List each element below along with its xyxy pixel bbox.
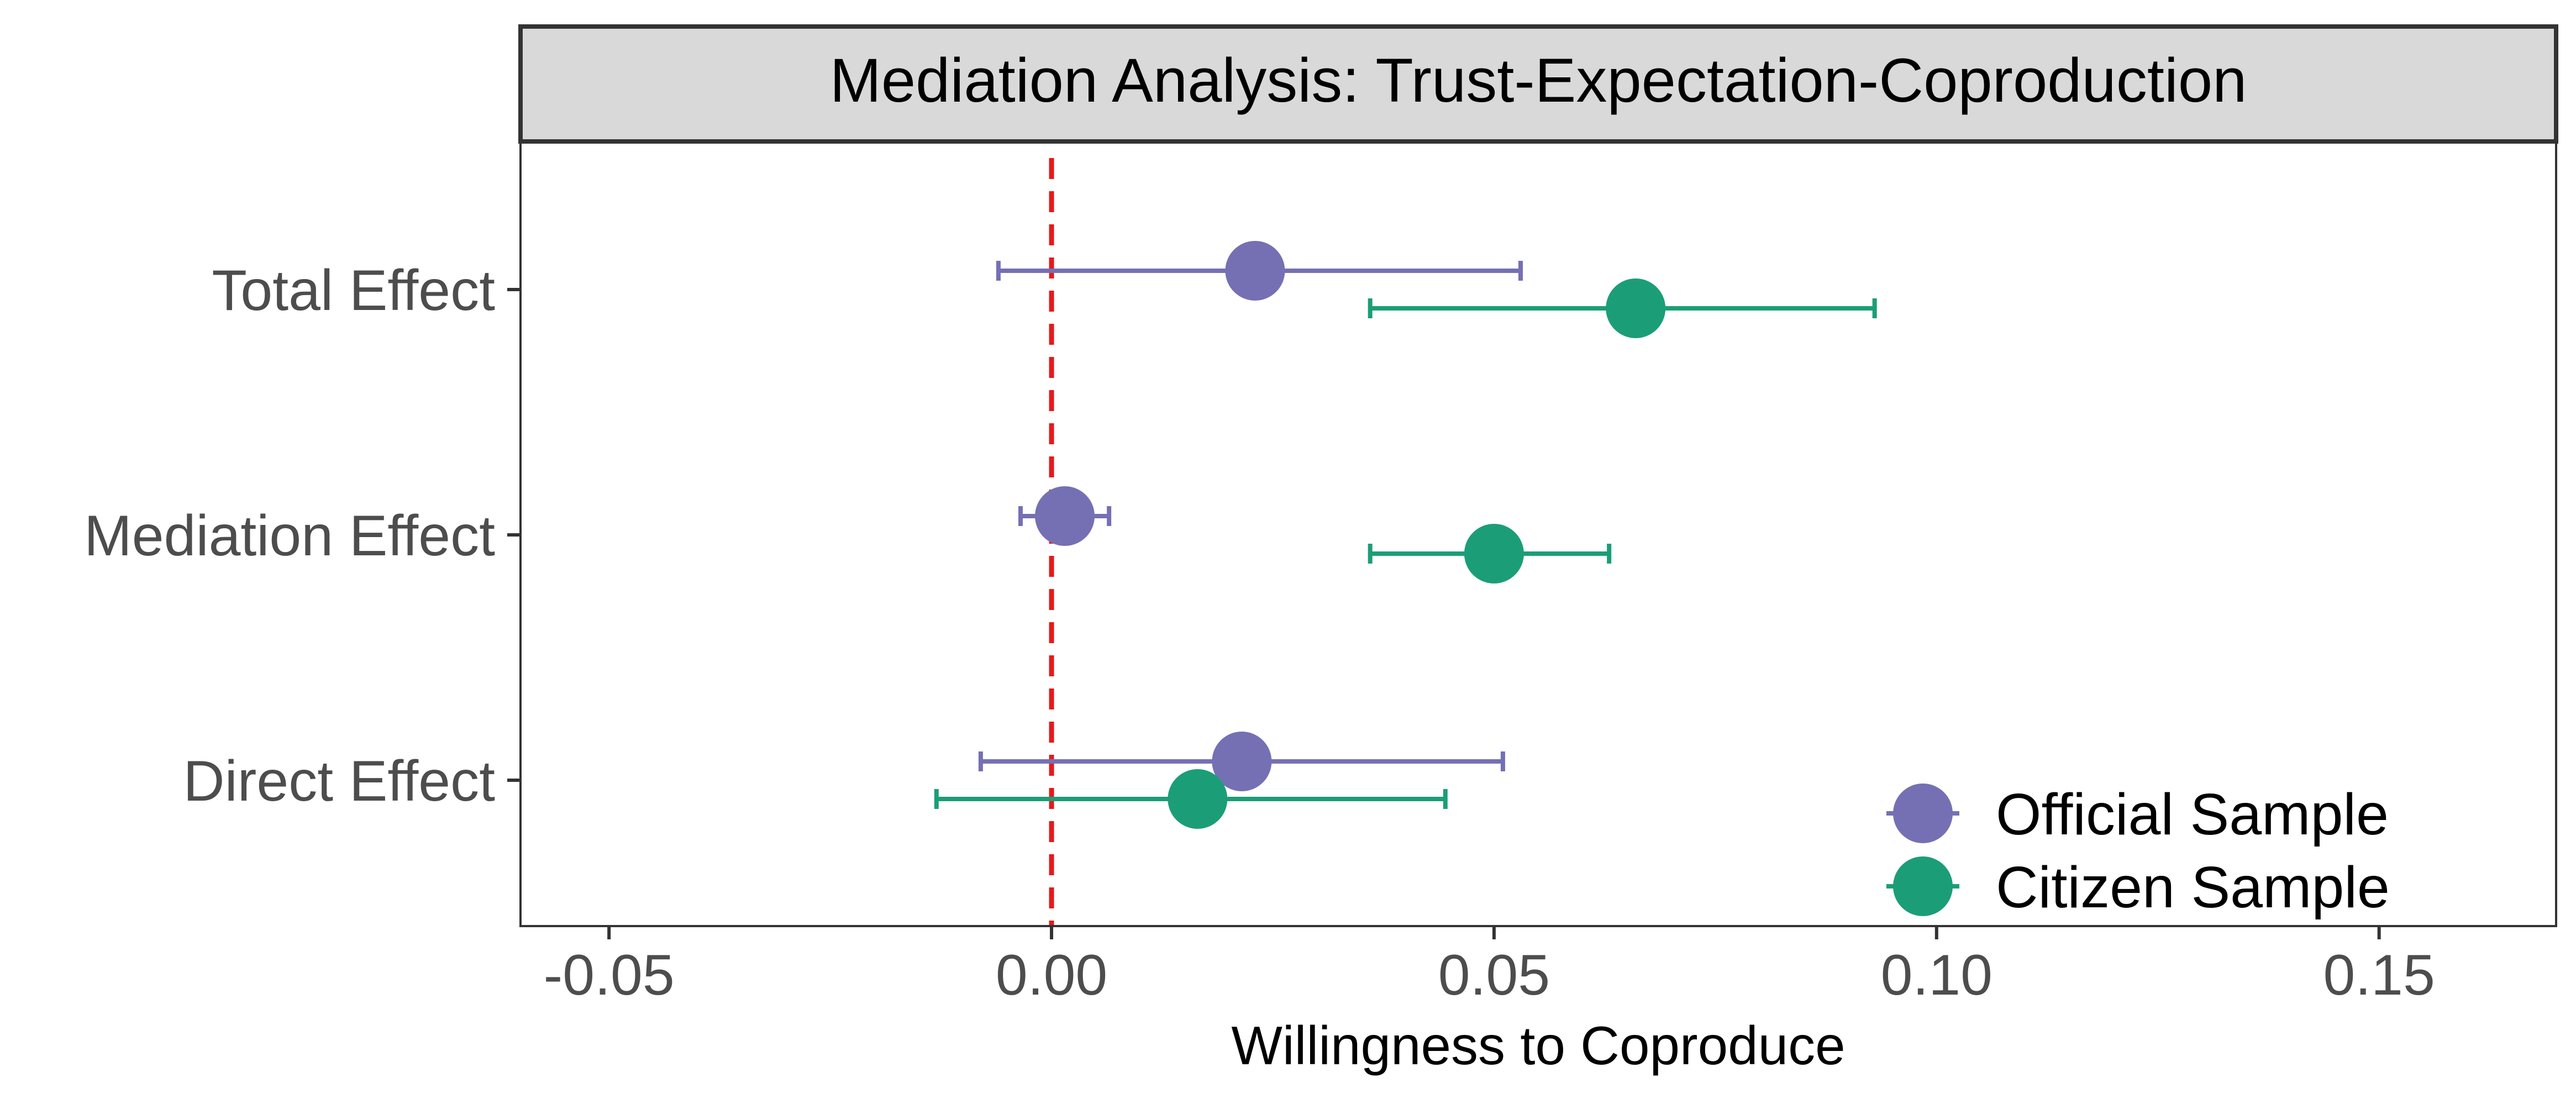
y-axis: Total Effect Mediation Effect Direct Effec… [84, 259, 521, 813]
title-strip: Mediation Analysis: Trust-Expectation-Co… [518, 24, 2558, 144]
series-official-sample [978, 241, 1523, 791]
legend-item: Official Sample [1886, 782, 2389, 847]
point-estimate [1464, 524, 1524, 583]
x-tick-label: -0.05 [544, 943, 675, 1007]
x-tick-label: 0.10 [1881, 943, 1993, 1007]
legend: Official Sample Citizen Sample [1886, 782, 2390, 920]
series-citizen-sample [934, 278, 1877, 829]
y-tick-label: Mediation Effect [84, 504, 495, 568]
point-estimate [1606, 278, 1666, 338]
y-tick-label: Total Effect [212, 259, 495, 323]
x-tick-label: 0.15 [2323, 943, 2435, 1007]
legend-key-point [1893, 856, 1953, 916]
point-estimate [1168, 769, 1228, 829]
legend-label: Citizen Sample [1996, 855, 2390, 920]
y-tick-label: Direct Effect [183, 749, 496, 813]
point-estimate [1225, 241, 1285, 301]
x-axis-title: Willingness to Coproduce [1231, 1015, 1845, 1076]
point-estimate [1035, 486, 1095, 546]
title-strip-box [518, 24, 2558, 144]
series-layer [934, 241, 1877, 829]
chart-title: Mediation Analysis: Trust-Expectation-Co… [830, 46, 2247, 115]
point-estimate [1212, 732, 1272, 791]
legend-label: Official Sample [1996, 782, 2389, 847]
x-axis: -0.05 0.00 0.05 0.10 0.15 [544, 926, 2435, 1007]
x-tick-label: 0.05 [1438, 943, 1550, 1007]
legend-key-point [1893, 784, 1953, 843]
x-tick-label: 0.00 [996, 943, 1107, 1007]
legend-item: Citizen Sample [1886, 855, 2390, 920]
